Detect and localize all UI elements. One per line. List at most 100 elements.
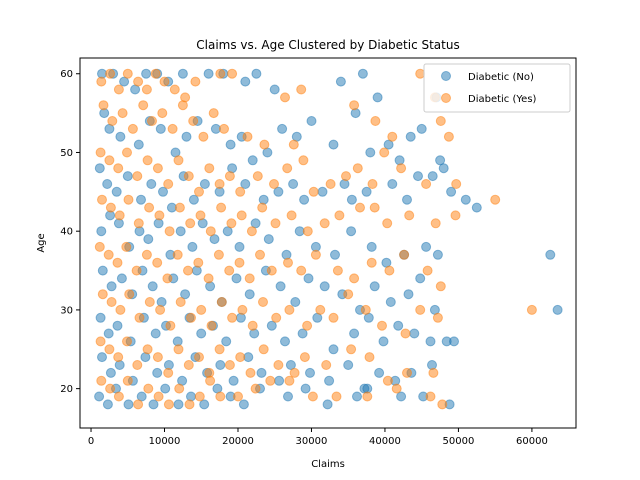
- scatter-point-yes: [196, 304, 207, 315]
- scatter-point-no: [545, 249, 556, 260]
- scatter-point-yes: [184, 399, 195, 410]
- scatter-point-no: [324, 375, 335, 386]
- scatter-point-yes: [113, 84, 124, 95]
- scatter-point-yes: [425, 391, 436, 402]
- scatter-point-yes: [205, 375, 216, 386]
- scatter-point-yes: [404, 210, 415, 221]
- scatter-point-yes: [219, 123, 229, 134]
- scatter-point-no: [402, 194, 412, 205]
- scatter-point-yes: [105, 202, 116, 213]
- y-tick-label: 60: [60, 69, 73, 80]
- scatter-point-no: [328, 139, 339, 150]
- y-axis-label: Age: [36, 233, 47, 252]
- scatter-point-no: [122, 171, 133, 182]
- scatter-point-no: [150, 328, 161, 339]
- scatter-point-yes: [152, 163, 163, 174]
- scatter-point-yes: [234, 257, 245, 268]
- scatter-point-yes: [122, 147, 132, 158]
- scatter-point-no: [403, 289, 414, 300]
- scatter-point-no: [181, 131, 192, 142]
- y-tick-label: 50: [60, 148, 73, 159]
- scatter-point-yes: [224, 360, 235, 370]
- scatter-point-yes: [174, 383, 185, 394]
- scatter-point-yes: [352, 163, 363, 174]
- scatter-point-no: [387, 179, 398, 189]
- scatter-point-yes: [152, 352, 163, 363]
- scatter-point-yes: [215, 68, 226, 79]
- scatter-point-yes: [216, 202, 227, 213]
- scatter-point-no: [97, 352, 107, 363]
- scatter-point-yes: [296, 265, 307, 276]
- scatter-point-yes: [237, 304, 248, 315]
- scatter-point-yes: [430, 218, 441, 229]
- scatter-point-no: [415, 273, 426, 284]
- scatter-point-no: [136, 194, 146, 205]
- scatter-point-no: [148, 399, 159, 410]
- scatter-point-yes: [204, 163, 215, 174]
- scatter-point-no: [274, 375, 285, 386]
- scatter-point-yes: [132, 171, 143, 182]
- scatter-point-yes: [96, 375, 107, 386]
- scatter-point-no: [346, 194, 357, 205]
- scatter-point-yes: [382, 375, 393, 386]
- scatter-point-no: [147, 281, 158, 292]
- scatter-point-no: [416, 123, 427, 134]
- scatter-point-yes: [302, 226, 313, 237]
- scatter-point-yes: [162, 273, 173, 284]
- scatter-point-no: [251, 68, 262, 79]
- scatter-point-no: [215, 360, 226, 370]
- scatter-point-yes: [198, 131, 209, 142]
- scatter-point-yes: [245, 367, 256, 378]
- scatter-point-yes: [252, 171, 263, 182]
- scatter-point-yes: [387, 131, 398, 142]
- scatter-point-no: [357, 68, 368, 79]
- scatter-point-no: [95, 312, 106, 323]
- scatter-point-yes: [194, 186, 204, 197]
- scatter-point-no: [175, 226, 186, 237]
- scatter-point-yes: [289, 367, 300, 378]
- scatter-point-yes: [215, 391, 226, 402]
- scatter-point-yes: [255, 249, 265, 260]
- scatter-point-yes: [247, 320, 258, 331]
- scatter-point-yes: [265, 375, 276, 386]
- scatter-point-yes: [266, 265, 277, 276]
- scatter-point-yes: [172, 249, 183, 260]
- scatter-point-yes: [244, 273, 255, 284]
- scatter-point-no: [225, 139, 236, 150]
- scatter-point-no: [102, 179, 113, 189]
- scatter-point-yes: [331, 391, 342, 402]
- scatter-point-yes: [133, 76, 144, 87]
- scatter-point-no: [112, 320, 123, 331]
- scatter-point-no: [366, 241, 377, 252]
- scatter-point-yes: [186, 312, 196, 323]
- scatter-point-yes: [273, 360, 284, 370]
- scatter-point-yes: [150, 68, 161, 79]
- scatter-point-no: [97, 265, 108, 276]
- scatter-point-yes: [284, 375, 295, 386]
- scatter-point-yes: [421, 179, 432, 189]
- scatter-point-yes: [400, 328, 411, 339]
- scatter-point-no: [146, 179, 157, 189]
- scatter-point-no: [105, 367, 116, 378]
- legend-label-yes: Diabetic (Yes): [468, 94, 537, 105]
- scatter-point-yes: [163, 367, 174, 378]
- scatter-point-yes: [157, 108, 168, 119]
- scatter-point-yes: [142, 344, 153, 355]
- scatter-point-yes: [123, 194, 134, 205]
- scatter-point-no: [238, 399, 249, 410]
- scatter-point-no: [449, 336, 459, 347]
- scatter-point-yes: [355, 202, 365, 213]
- scatter-point-no: [256, 367, 267, 378]
- scatter-point-yes: [95, 336, 106, 347]
- scatter-point-yes: [153, 391, 164, 402]
- scatter-point-yes: [208, 108, 219, 119]
- scatter-point-no: [143, 234, 154, 245]
- scatter-point-yes: [343, 289, 354, 300]
- scatter-point-no: [346, 226, 357, 237]
- scatter-point-no: [123, 399, 134, 410]
- scatter-point-yes: [334, 210, 345, 221]
- scatter-point-yes: [173, 344, 184, 355]
- scatter-point-yes: [122, 68, 133, 79]
- scatter-point-yes: [270, 218, 281, 229]
- scatter-point-yes: [183, 265, 193, 276]
